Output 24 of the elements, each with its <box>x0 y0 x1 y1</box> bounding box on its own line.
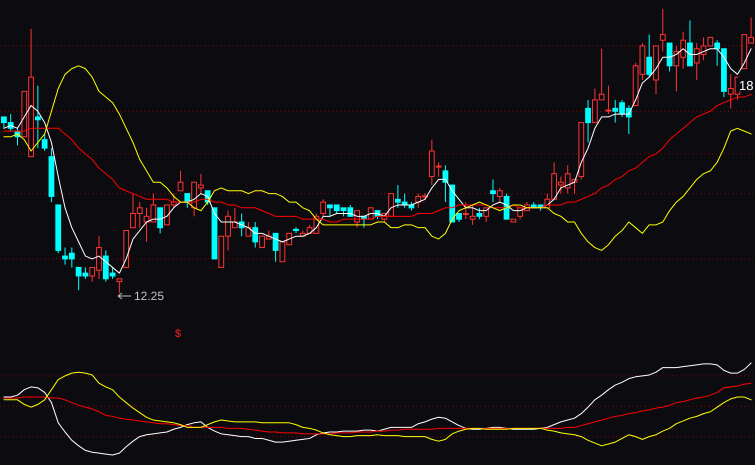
candlestick <box>42 133 48 152</box>
candlestick <box>462 202 469 220</box>
candlestick <box>178 170 184 192</box>
candlestick <box>320 198 326 217</box>
candlestick <box>687 20 693 66</box>
candlestick <box>585 99 591 143</box>
candlestick <box>496 187 503 203</box>
candlestick <box>476 207 482 220</box>
candlestick <box>34 85 41 149</box>
candlestick <box>666 42 672 72</box>
candlestick <box>490 178 496 203</box>
candlestick <box>246 222 252 237</box>
candlestick <box>660 8 666 52</box>
candlestick <box>442 164 448 203</box>
candlestick <box>252 222 258 248</box>
candlestick <box>646 34 652 78</box>
candlestick <box>116 278 122 294</box>
candlestick <box>157 207 164 234</box>
candlestick <box>606 85 612 115</box>
annotation: 12.25 <box>134 289 164 303</box>
candlestick <box>272 232 278 262</box>
candlestick <box>470 204 476 226</box>
text: $ <box>175 328 182 340</box>
annotation: 18 <box>739 78 754 93</box>
